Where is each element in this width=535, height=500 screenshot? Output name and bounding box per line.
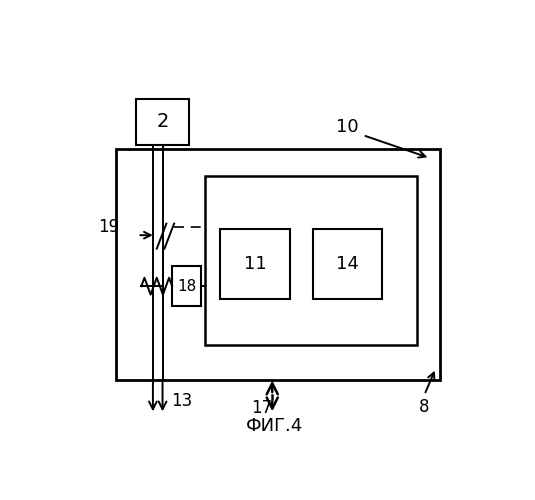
Text: 13: 13 <box>171 392 193 409</box>
Text: 14: 14 <box>336 255 359 273</box>
Text: 2: 2 <box>156 112 169 131</box>
Bar <box>220 230 289 298</box>
Text: 17: 17 <box>251 400 272 417</box>
Bar <box>205 176 417 345</box>
Text: 11: 11 <box>243 255 266 273</box>
Bar <box>172 266 201 306</box>
Text: 18: 18 <box>177 278 196 293</box>
Text: ФИГ.4: ФИГ.4 <box>246 417 303 434</box>
Bar <box>116 148 440 380</box>
Text: 10: 10 <box>336 118 358 136</box>
Text: 8: 8 <box>419 398 430 415</box>
Bar <box>135 98 189 144</box>
Bar <box>312 230 382 298</box>
Text: 19: 19 <box>98 218 119 236</box>
